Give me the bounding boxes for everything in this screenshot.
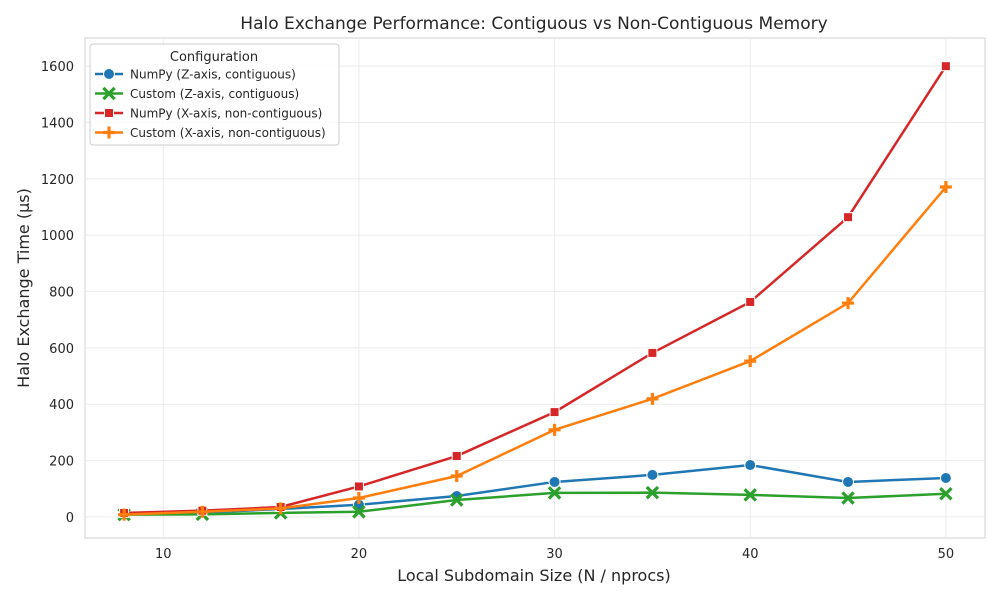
data-point (843, 212, 854, 223)
y-tick-label: 1000 (41, 229, 74, 244)
data-point (548, 423, 561, 436)
ticks: 10 20 30 40 50 0 200 400 600 800 1000 1200 1400 1600 (41, 60, 954, 562)
legend-marker (104, 108, 114, 118)
x-tick-label: 10 (155, 547, 172, 562)
data-point (745, 296, 756, 307)
legend-title: Configuration (170, 50, 258, 65)
legend-entry: NumPy (X-axis, non-contiguous) (130, 107, 322, 121)
data-point (939, 181, 952, 194)
data-point (274, 502, 287, 515)
legend-marker (103, 126, 115, 139)
y-tick-label: 200 (49, 455, 74, 470)
chart-title: Halo Exchange Performance: Contiguous vs… (240, 14, 827, 34)
data-point (646, 392, 659, 405)
series-line (124, 65, 947, 515)
x-tick-label: 50 (938, 547, 955, 562)
data-point (939, 472, 952, 484)
legend-entry: Custom (X-axis, non-contiguous) (130, 126, 326, 140)
data-point (118, 508, 131, 521)
data-point (645, 485, 660, 500)
y-tick-label: 1400 (41, 117, 74, 132)
x-tick-label: 20 (351, 547, 368, 562)
y-tick-label: 600 (49, 342, 74, 357)
x-tick-label: 30 (546, 547, 563, 562)
data-point (451, 451, 462, 462)
y-tick-label: 800 (49, 286, 74, 301)
data-point (196, 505, 209, 518)
legend-marker (103, 68, 115, 80)
data-point (353, 481, 364, 492)
series-layer (117, 61, 953, 522)
data-point (352, 505, 366, 519)
data-point (842, 475, 855, 488)
data-point (744, 459, 757, 472)
data-point (547, 486, 562, 500)
data-point (646, 468, 659, 481)
legend-entry: NumPy (Z-axis, contiguous) (130, 68, 296, 82)
legend: Configuration NumPy (Z-axis, contiguous)… (89, 43, 340, 146)
data-point (841, 491, 855, 505)
data-point (449, 493, 464, 507)
y-tick-label: 1200 (41, 173, 74, 188)
data-point (744, 355, 757, 368)
data-point (352, 492, 365, 504)
data-point (548, 475, 561, 488)
series-3 (118, 181, 952, 521)
data-point (842, 297, 855, 310)
x-axis-label: Local Subdomain Size (N / nprocs) (397, 566, 670, 585)
y-tick-label: 1600 (41, 60, 74, 75)
series-line (124, 186, 947, 516)
data-point (743, 488, 757, 502)
data-point (549, 407, 560, 418)
legend-entry: Custom (Z-axis, contiguous) (130, 87, 299, 101)
series-line (124, 491, 946, 516)
y-axis-label: Halo Exchange Time (μs) (14, 188, 33, 388)
x-tick-label: 40 (742, 547, 759, 562)
data-point (647, 347, 658, 358)
data-point (450, 470, 463, 483)
y-tick-label: 0 (66, 511, 74, 526)
legend-marker (102, 86, 116, 101)
y-tick-label: 400 (49, 398, 74, 413)
data-point (939, 487, 953, 501)
data-point (940, 61, 951, 72)
